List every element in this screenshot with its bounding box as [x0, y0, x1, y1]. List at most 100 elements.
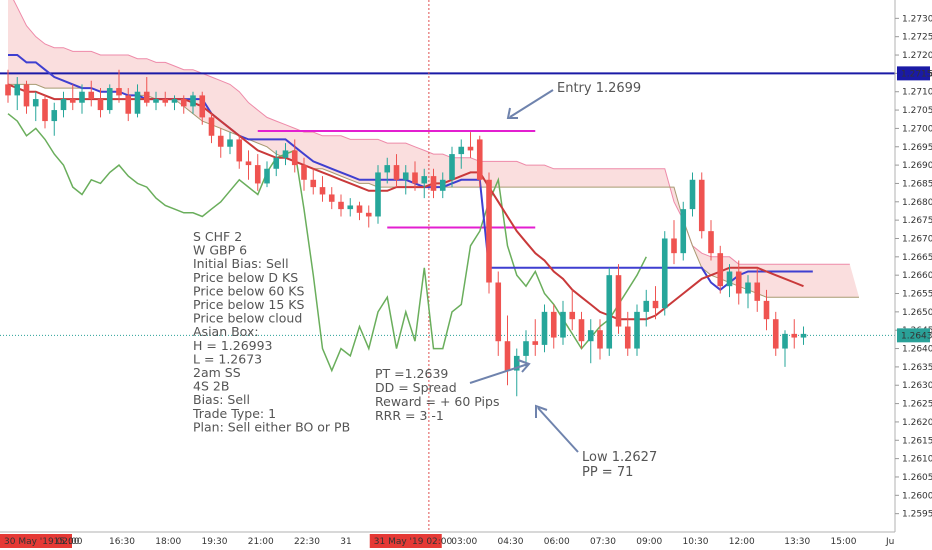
candle[interactable] [782, 330, 788, 367]
candle[interactable] [587, 319, 594, 364]
candle[interactable] [291, 139, 298, 173]
candle[interactable] [143, 77, 150, 107]
candle[interactable] [458, 139, 465, 169]
candle[interactable] [208, 113, 215, 144]
candle[interactable] [375, 165, 381, 224]
candle[interactable] [393, 154, 400, 188]
candle[interactable] [79, 84, 85, 114]
candle[interactable] [476, 135, 483, 188]
candle[interactable] [449, 146, 455, 188]
candle[interactable] [245, 150, 252, 180]
candle[interactable] [365, 205, 372, 228]
candle-body [291, 150, 298, 166]
price-tick-label: 1.26800 [902, 198, 932, 208]
candle[interactable] [495, 271, 502, 356]
candle[interactable] [439, 172, 446, 199]
candle[interactable] [180, 95, 187, 114]
candle[interactable] [421, 168, 428, 199]
candle[interactable] [513, 348, 520, 397]
candle[interactable] [217, 128, 224, 158]
candle[interactable] [69, 84, 76, 111]
candle-body [476, 139, 483, 180]
candle[interactable] [97, 88, 104, 118]
candle[interactable] [726, 264, 733, 298]
candle[interactable] [384, 157, 391, 184]
candle[interactable] [227, 132, 233, 155]
candle[interactable] [624, 311, 631, 356]
candle[interactable] [236, 135, 243, 169]
candle[interactable] [412, 161, 418, 191]
candle[interactable] [328, 187, 335, 210]
candle[interactable] [5, 69, 11, 103]
candle[interactable] [356, 201, 363, 221]
candle[interactable] [106, 84, 113, 114]
candle[interactable] [560, 300, 566, 345]
candle[interactable] [532, 319, 539, 356]
candle-body [560, 311, 566, 338]
candle[interactable] [698, 172, 705, 239]
candle[interactable] [523, 330, 529, 367]
candle[interactable] [754, 267, 761, 312]
setup-note-line: Asian Box: [193, 324, 259, 339]
candle[interactable] [402, 165, 409, 195]
candle[interactable] [42, 95, 48, 129]
candle[interactable] [430, 168, 437, 199]
candle[interactable] [338, 194, 344, 217]
candle[interactable] [504, 315, 511, 386]
candle[interactable] [772, 311, 779, 356]
candle[interactable] [763, 289, 770, 331]
candle[interactable] [541, 304, 548, 353]
candle[interactable] [190, 91, 196, 114]
candle[interactable] [735, 260, 742, 305]
candle[interactable] [634, 304, 640, 356]
candle[interactable] [467, 132, 474, 158]
candle[interactable] [171, 95, 178, 111]
candle[interactable] [51, 102, 58, 136]
candle[interactable] [125, 88, 132, 122]
candle[interactable] [717, 245, 724, 294]
candle[interactable] [88, 80, 95, 107]
candle[interactable] [643, 289, 650, 327]
candle[interactable] [153, 91, 159, 111]
candle[interactable] [550, 304, 557, 349]
candle[interactable] [301, 157, 307, 191]
candle[interactable] [800, 326, 807, 345]
time-tick-label: 22:30 [294, 537, 320, 547]
setup-note-line: Price below 60 KS [193, 283, 304, 298]
candle[interactable] [671, 220, 677, 265]
candle[interactable] [23, 80, 30, 114]
price-tick-label: 1.26900 [902, 161, 932, 171]
candle[interactable] [680, 201, 687, 261]
candle[interactable] [282, 143, 289, 166]
candle[interactable] [578, 311, 585, 349]
trade-note-line: Reward = + 60 Pips [375, 394, 499, 409]
candle[interactable] [708, 220, 714, 261]
candle[interactable] [254, 154, 261, 191]
candle[interactable] [116, 69, 122, 103]
candle[interactable] [310, 168, 317, 195]
candle[interactable] [606, 267, 613, 356]
candle[interactable] [745, 275, 751, 309]
candle[interactable] [652, 286, 659, 320]
candle[interactable] [347, 198, 354, 217]
low-label: Low 1.2627 PP = 71 [582, 450, 657, 480]
candle[interactable] [689, 172, 696, 217]
candle[interactable] [791, 319, 798, 349]
candle[interactable] [162, 91, 169, 107]
price-highlight-box [897, 66, 930, 81]
candle[interactable] [661, 231, 668, 316]
candle[interactable] [615, 264, 622, 334]
candle[interactable] [32, 91, 39, 122]
candle[interactable] [486, 172, 492, 294]
candle[interactable] [264, 161, 270, 188]
candle[interactable] [597, 319, 603, 360]
candle[interactable] [319, 176, 326, 202]
candle[interactable] [273, 150, 280, 177]
candle[interactable] [60, 91, 67, 118]
candle[interactable] [569, 289, 576, 331]
candle[interactable] [134, 84, 141, 118]
candle[interactable] [199, 91, 206, 125]
candle[interactable] [14, 77, 21, 111]
